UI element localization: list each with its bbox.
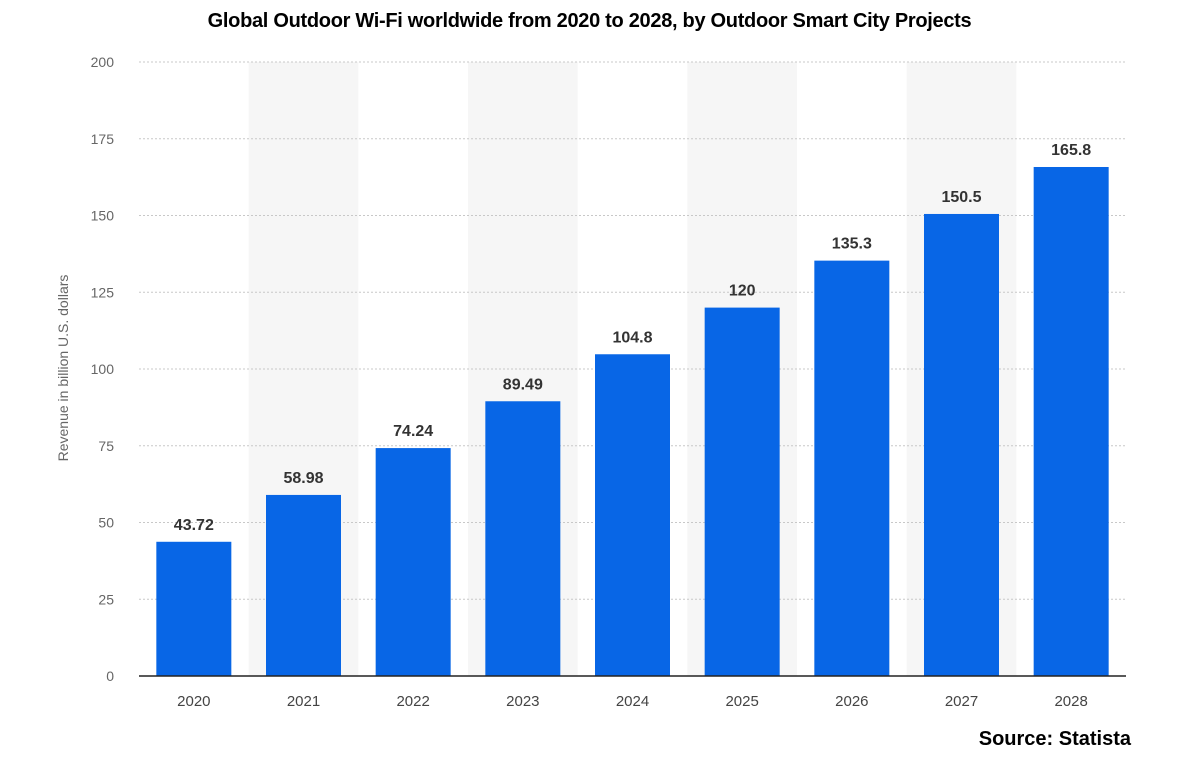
bar-2023: [485, 401, 561, 676]
bars: [156, 166, 1109, 676]
x-tick-label-2023: 2023: [506, 693, 539, 710]
data-label-2021: 58.98: [283, 470, 323, 487]
x-tick-label-2027: 2027: [945, 693, 978, 710]
x-tick-label-2026: 2026: [835, 693, 868, 710]
bar-2020: [156, 541, 232, 676]
source-label: Source: Statista: [978, 728, 1131, 750]
y-tick-label-100: 100: [91, 361, 115, 377]
x-axis-ticks: 2020 2021 2022 2023 2024 2025 2026 2027 2028: [177, 693, 1088, 710]
chart-title: Global Outdoor Wi-Fi worldwide from 2020…: [207, 10, 972, 32]
bar-2024: [595, 354, 670, 676]
data-label-2024: 104.8: [612, 329, 652, 346]
x-tick-label-2025: 2025: [725, 693, 758, 710]
bar-2028: [1033, 166, 1109, 676]
y-axis-label: Revenue in billion U.S. dollars: [55, 275, 71, 462]
bar-2025: [704, 307, 780, 676]
bar-2027: [924, 213, 999, 676]
data-label-2026: 135.3: [832, 236, 872, 253]
x-tick-label-2022: 2022: [396, 693, 429, 710]
data-label-2020: 43.72: [174, 517, 214, 534]
bar-2022: [375, 448, 451, 676]
bar-2026: [814, 260, 890, 676]
y-tick-label-25: 25: [98, 591, 114, 607]
y-tick-label-0: 0: [106, 668, 114, 684]
x-tick-label-2024: 2024: [616, 693, 649, 710]
y-tick-label-75: 75: [98, 438, 114, 454]
data-label-2027: 150.5: [941, 189, 981, 206]
y-tick-label-50: 50: [98, 515, 114, 531]
y-tick-label-125: 125: [91, 284, 115, 300]
x-tick-label-2028: 2028: [1054, 693, 1087, 710]
y-tick-label-175: 175: [91, 131, 115, 147]
bar-2021: [266, 494, 341, 676]
data-label-2022: 74.24: [393, 423, 433, 440]
y-tick-label-150: 150: [91, 208, 115, 224]
y-tick-label-200: 200: [91, 54, 115, 70]
data-label-2025: 120: [729, 283, 756, 300]
x-tick-label-2021: 2021: [287, 693, 320, 710]
data-label-2023: 89.49: [503, 376, 543, 393]
x-tick-label-2020: 2020: [177, 693, 210, 710]
data-labels: 43.72 58.98 74.24 89.49 104.8 120 135.3 150.5 16…: [174, 142, 1091, 534]
y-axis-ticks: 0 25 50 75 100 125 150 175 200: [91, 54, 115, 684]
data-label-2028: 165.8: [1051, 142, 1091, 159]
